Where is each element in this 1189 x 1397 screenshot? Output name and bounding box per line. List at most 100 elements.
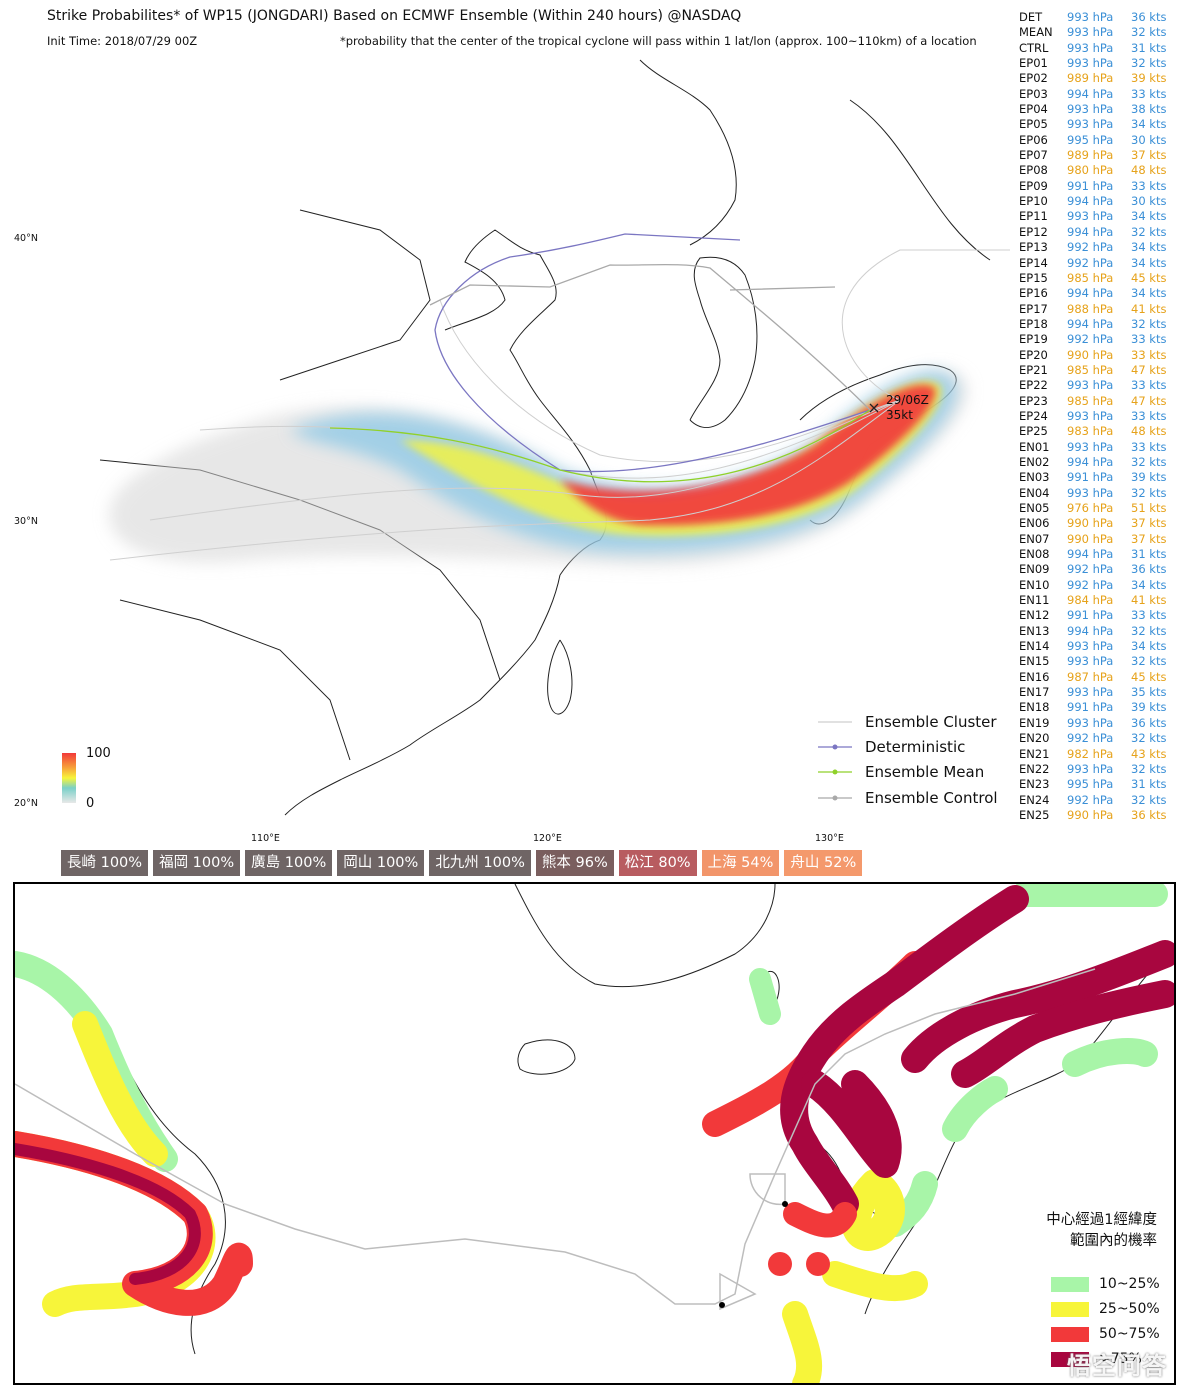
member-row: EP08 980 hPa 48 kts [1019, 163, 1189, 178]
member-wind: 34 kts [1131, 117, 1167, 132]
member-wind: 38 kts [1131, 102, 1167, 117]
member-wind: 33 kts [1131, 408, 1167, 423]
member-pressure: 994 hPa [1067, 623, 1114, 638]
member-id: EP19 [1019, 332, 1048, 347]
member-row: EN18 991 hPa 39 kts [1019, 700, 1189, 715]
member-id: EP25 [1019, 424, 1048, 439]
member-wind: 32 kts [1131, 623, 1167, 638]
member-wind: 33 kts [1131, 86, 1167, 101]
member-id: EN13 [1019, 623, 1050, 638]
member-row: EP21 985 hPa 47 kts [1019, 363, 1189, 378]
member-wind: 43 kts [1131, 746, 1167, 761]
footnote: *probability that the center of the trop… [340, 34, 977, 48]
zoom-legend-title: 中心經過1經緯度 範圍內的機率 [1046, 1210, 1157, 1252]
member-wind: 45 kts [1131, 270, 1167, 285]
member-wind: 48 kts [1131, 163, 1167, 178]
member-id: EP23 [1019, 393, 1048, 408]
member-wind: 34 kts [1131, 240, 1167, 255]
member-wind: 31 kts [1131, 777, 1167, 792]
member-row: EP19 992 hPa 33 kts [1019, 332, 1189, 347]
member-wind: 39 kts [1131, 470, 1167, 485]
member-row: DET 993 hPa 36 kts [1019, 10, 1189, 25]
member-id: EP12 [1019, 224, 1048, 239]
member-id: MEAN [1019, 25, 1053, 40]
member-id: EN18 [1019, 700, 1050, 715]
lat-label-30: 30°N [14, 516, 38, 527]
member-pressure: 990 hPa [1067, 807, 1114, 822]
member-wind: 34 kts [1131, 209, 1167, 224]
member-id: EN20 [1019, 731, 1050, 746]
member-pressure: 994 hPa [1067, 86, 1114, 101]
member-wind: 31 kts [1131, 40, 1167, 55]
city-probability-badge: 長崎 100% [61, 850, 149, 876]
member-pressure: 993 hPa [1067, 25, 1114, 40]
member-id: EN21 [1019, 746, 1050, 761]
deterministic-track [434, 233, 871, 473]
member-id: EP17 [1019, 301, 1048, 316]
member-row: EP03 994 hPa 33 kts [1019, 87, 1189, 102]
member-wind: 47 kts [1131, 362, 1167, 377]
member-wind: 32 kts [1131, 224, 1167, 239]
legend-deterministic: Deterministic [865, 738, 966, 756]
member-row: EN23 995 hPa 31 kts [1019, 777, 1189, 792]
city-probability-badge: 岡山 100% [337, 850, 425, 876]
member-pressure: 990 hPa [1067, 516, 1114, 531]
member-row: EP22 993 hPa 33 kts [1019, 378, 1189, 393]
member-wind: 37 kts [1131, 148, 1167, 163]
lon-label-120: 120°E [533, 833, 562, 844]
member-row: EP01 993 hPa 32 kts [1019, 56, 1189, 71]
member-row: EN25 990 hPa 36 kts [1019, 808, 1189, 823]
member-id: EN25 [1019, 807, 1050, 822]
member-row: EP16 994 hPa 34 kts [1019, 286, 1189, 301]
member-id: EP02 [1019, 71, 1048, 86]
member-pressure: 990 hPa [1067, 531, 1114, 546]
member-row: EN13 994 hPa 32 kts [1019, 624, 1189, 639]
member-pressure: 995 hPa [1067, 132, 1114, 147]
member-pressure: 987 hPa [1067, 669, 1114, 684]
member-row: EP09 991 hPa 33 kts [1019, 179, 1189, 194]
member-row: EN15 993 hPa 32 kts [1019, 654, 1189, 669]
member-row: EP18 994 hPa 32 kts [1019, 317, 1189, 332]
member-id: EN12 [1019, 608, 1050, 623]
member-id: EP08 [1019, 163, 1048, 178]
member-pressure: 993 hPa [1067, 408, 1114, 423]
storm-marker [869, 403, 879, 413]
member-pressure: 993 hPa [1067, 209, 1114, 224]
member-pressure: 985 hPa [1067, 393, 1114, 408]
member-pressure: 992 hPa [1067, 240, 1114, 255]
lat-label-20: 20°N [14, 798, 38, 809]
member-pressure: 993 hPa [1067, 439, 1114, 454]
colorbar [62, 753, 76, 803]
ensemble-mean-track [329, 409, 871, 483]
member-id: EN22 [1019, 761, 1050, 776]
member-pressure: 994 hPa [1067, 194, 1114, 209]
member-pressure: 988 hPa [1067, 301, 1114, 316]
member-row: EP23 985 hPa 47 kts [1019, 394, 1189, 409]
member-pressure: 989 hPa [1067, 148, 1114, 163]
member-id: EN09 [1019, 562, 1050, 577]
member-id: EP10 [1019, 194, 1048, 209]
member-id: EP07 [1019, 148, 1048, 163]
member-id: CTRL [1019, 40, 1049, 55]
member-wind: 34 kts [1131, 577, 1167, 592]
member-row: EN04 993 hPa 32 kts [1019, 486, 1189, 501]
lat-label-40: 40°N [14, 233, 38, 244]
member-id: EP21 [1019, 362, 1048, 377]
member-table: DET 993 hPa 36 kts MEAN 993 hPa 32 kts CTRL 993… [1019, 10, 1189, 823]
member-id: EP15 [1019, 270, 1048, 285]
storm-time-label: 29/06Z [886, 393, 929, 407]
member-wind: 41 kts [1131, 301, 1167, 316]
member-wind: 47 kts [1131, 393, 1167, 408]
member-pressure: 984 hPa [1067, 593, 1114, 608]
member-pressure: 983 hPa [1067, 424, 1114, 439]
watermark: 悟空问答 [1067, 1352, 1167, 1380]
city-probability-list: 長崎 100% 福岡 100% 廣島 100% 岡山 100% 北九州 100% 熊本 9… [61, 850, 863, 876]
zoom-legend-title-line2: 範圍內的機率 [1070, 1233, 1157, 1249]
zoomed-probability-map [13, 882, 1176, 1385]
member-id: EN17 [1019, 685, 1050, 700]
member-pressure: 993 hPa [1067, 102, 1114, 117]
member-pressure: 993 hPa [1067, 40, 1114, 55]
member-row: EN03 991 hPa 39 kts [1019, 470, 1189, 485]
member-wind: 34 kts [1131, 255, 1167, 270]
member-wind: 36 kts [1131, 807, 1167, 822]
